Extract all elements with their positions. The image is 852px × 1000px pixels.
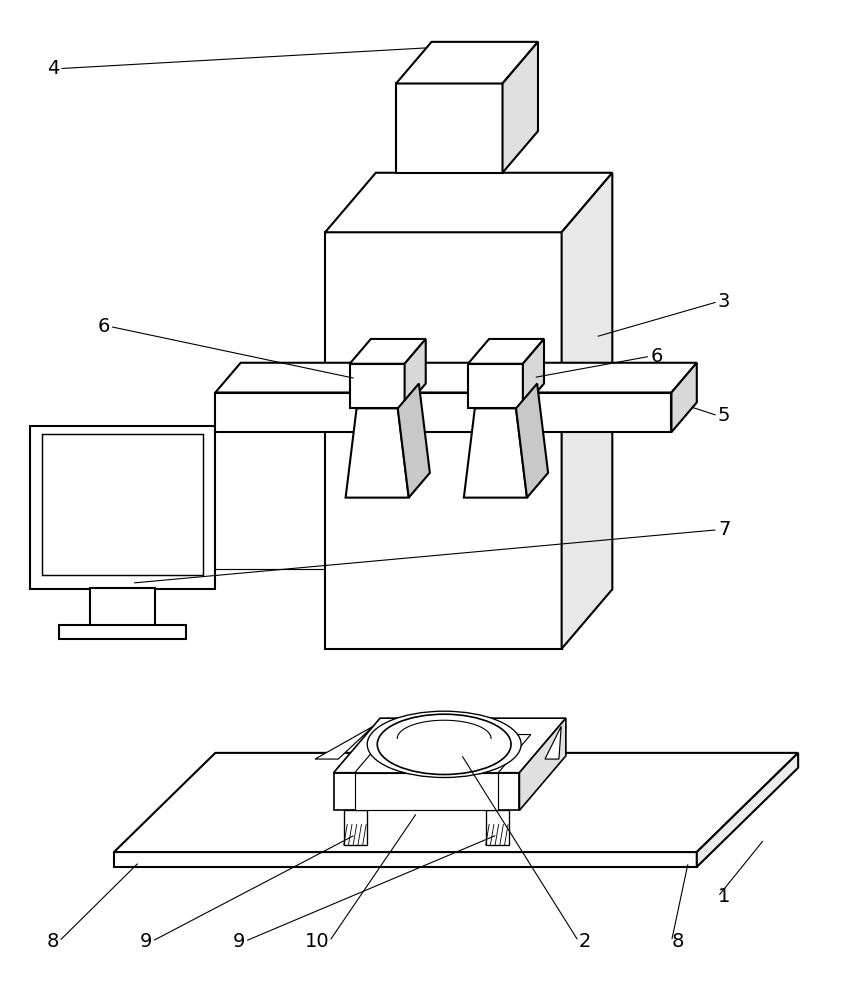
Bar [343, 810, 367, 845]
Polygon shape [671, 363, 696, 432]
Polygon shape [325, 173, 612, 232]
Text: 8: 8 [47, 932, 59, 951]
Ellipse shape [377, 714, 510, 774]
Bar [42, 434, 203, 575]
Polygon shape [502, 42, 538, 173]
Bar [30, 426, 215, 589]
Text: 6: 6 [97, 317, 110, 336]
Polygon shape [544, 726, 561, 759]
Polygon shape [349, 339, 425, 364]
Bar [333, 773, 519, 810]
Polygon shape [215, 363, 696, 393]
Polygon shape [561, 173, 612, 649]
Text: 8: 8 [671, 932, 683, 951]
Polygon shape [354, 735, 530, 773]
Bar [468, 364, 522, 408]
Bar [215, 393, 671, 432]
Polygon shape [114, 852, 696, 867]
Polygon shape [397, 384, 429, 498]
Polygon shape [395, 42, 538, 83]
Polygon shape [468, 339, 544, 364]
Polygon shape [463, 408, 527, 498]
Text: 3: 3 [717, 292, 729, 311]
Text: 9: 9 [233, 932, 245, 951]
Polygon shape [404, 339, 425, 408]
Polygon shape [696, 753, 797, 867]
Polygon shape [114, 753, 797, 852]
Text: 6: 6 [649, 347, 662, 366]
Bar [89, 588, 155, 626]
Bar [325, 232, 561, 649]
Text: 5: 5 [717, 406, 729, 425]
Polygon shape [333, 718, 565, 773]
Ellipse shape [367, 711, 521, 778]
Bar [354, 773, 498, 810]
Text: 1: 1 [717, 887, 729, 906]
Text: 7: 7 [717, 520, 729, 539]
Bar [395, 83, 502, 173]
Polygon shape [522, 339, 544, 408]
Text: 10: 10 [304, 932, 329, 951]
Polygon shape [314, 726, 372, 759]
Polygon shape [519, 718, 565, 810]
Polygon shape [345, 408, 408, 498]
Text: 4: 4 [47, 59, 59, 78]
Bar [349, 364, 404, 408]
Bar [485, 810, 509, 845]
Text: 2: 2 [578, 932, 590, 951]
Bar [59, 625, 186, 639]
Polygon shape [515, 384, 548, 498]
Text: 9: 9 [140, 932, 152, 951]
